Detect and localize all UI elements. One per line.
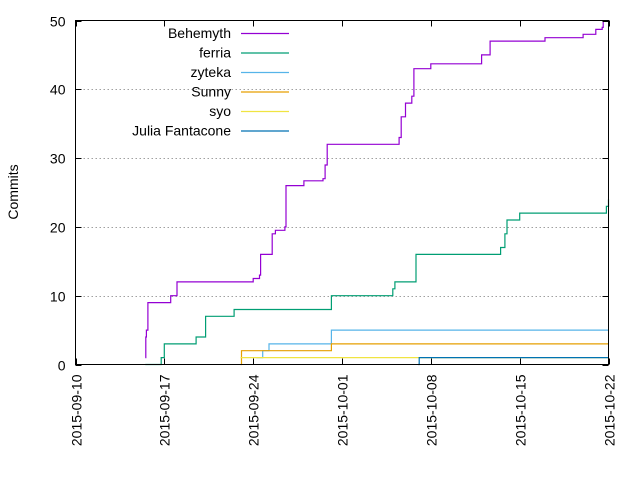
- y-tick-label: 20: [50, 220, 66, 236]
- y-tick-label: 50: [50, 14, 66, 30]
- legend-label-sunny: Sunny: [191, 84, 231, 100]
- legend-label-behemyth: Behemyth: [168, 25, 231, 41]
- x-tick-label: 2015-10-22: [602, 374, 618, 446]
- x-tick-label: 2015-10-15: [513, 374, 529, 446]
- legend-label-julia-fantacone: Julia Fantacone: [132, 123, 231, 139]
- series-line-julia-fantacone: [418, 357, 609, 366]
- y-tick-label: 40: [50, 82, 66, 98]
- series-line-behemyth: [145, 20, 604, 359]
- plot-frame: [75, 20, 609, 365]
- legend-label-syo: syo: [209, 103, 231, 119]
- x-tick-label: 2015-09-24: [246, 374, 262, 446]
- y-tick-label: 0: [58, 358, 66, 374]
- legend: Behemyth ferria zyteka Sunny syo Julia Fantac…: [132, 25, 289, 139]
- legend-label-ferria: ferria: [199, 45, 231, 61]
- y-axis-label: Commits: [5, 164, 21, 219]
- series-layer: [145, 20, 610, 366]
- x-tick-label: 2015-09-17: [157, 374, 173, 446]
- x-tick-label: 2015-09-10: [69, 374, 85, 446]
- legend-label-zyteka: zyteka: [191, 64, 232, 80]
- y-tick-label: 10: [50, 289, 66, 305]
- x-tick-label: 2015-10-01: [335, 374, 351, 446]
- axis-layer: 0 10 20 30 40 50 2015-09-10 2015-09-17 2015-09-2…: [50, 14, 618, 447]
- grid-layer: [75, 89, 609, 297]
- x-tick-label: 2015-10-08: [424, 374, 440, 446]
- y-tick-label: 30: [50, 151, 66, 167]
- series-line-zyteka: [256, 329, 609, 359]
- series-line-sunny: [240, 343, 609, 366]
- series-line-ferria: [145, 199, 610, 366]
